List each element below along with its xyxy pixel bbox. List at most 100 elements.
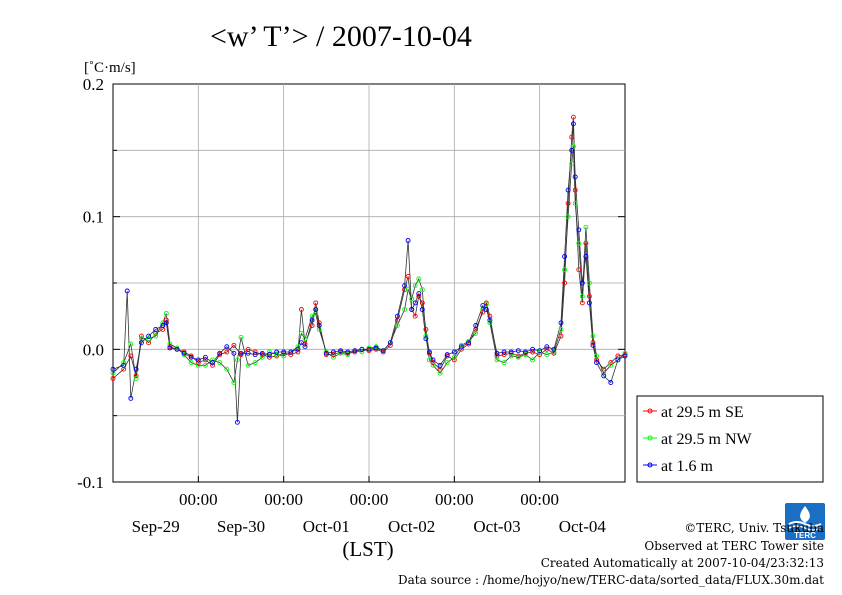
data-point [366,346,372,352]
data-point [537,348,543,354]
data-point [569,161,575,167]
data-point [466,340,472,346]
chart-title: <w’ T’> / 2007-10-04 [210,20,472,53]
data-point [522,352,528,358]
footer-source: Data source : /home/hojyo/new/TERC-data/… [398,573,824,587]
data-point [274,349,280,355]
data-point [608,362,614,368]
data-point [437,362,443,368]
data-point [128,341,134,347]
data-point [590,340,596,346]
data-point [252,349,258,355]
data-point [615,357,621,363]
data-point [323,350,329,356]
data-point [174,346,180,352]
data-point [572,187,578,193]
y-axis-unit-label: [˚C·m/s] [84,60,136,76]
data-point [202,357,208,363]
y-tick-label: -0.1 [77,473,104,492]
data-point [295,344,301,350]
series-layer [110,114,628,425]
data-point [544,346,550,352]
data-point [412,313,418,319]
data-point [345,352,351,358]
data-point [423,336,429,342]
data-point [494,357,500,363]
data-point [451,349,457,355]
day-label: Oct-03 [473,517,520,536]
data-point [313,307,319,312]
data-point [558,326,564,332]
data-point [160,323,166,328]
data-point [402,307,408,312]
data-point [338,348,344,354]
data-point [565,214,571,220]
data-point [330,349,336,355]
legend: at 29.5 m SE at 29.5 m NW at 1.6 m [636,395,824,483]
grid-lines [113,84,625,482]
logo-text: TERC [794,531,816,540]
data-point [146,336,152,342]
data-point [522,349,528,355]
y-tick-label: 0.2 [83,75,104,94]
legend-label: at 29.5 m NW [661,431,753,448]
data-point [387,342,393,348]
data-point [288,349,294,355]
data-point [579,293,585,299]
data-point [437,370,443,376]
data-point [426,349,432,355]
data-point [451,357,457,363]
data-point [234,357,240,363]
data-point [419,307,425,312]
day-label: Oct-04 [559,517,607,536]
legend-swatch-marker [647,462,653,468]
data-point [121,362,127,368]
data-point [586,293,592,299]
legend-label: at 1.6 m [661,458,714,475]
data-point [387,340,393,346]
series-line [112,123,626,423]
data-point [188,354,194,360]
data-point [562,280,568,286]
data-point [281,349,287,355]
data-point [163,317,169,323]
data-point [153,326,159,332]
data-point [451,354,457,360]
data-point [302,336,308,342]
data-point [402,283,408,289]
data-point [572,174,578,180]
day-label: Sep-29 [132,517,180,536]
data-point [133,366,139,372]
data-point [473,323,479,328]
data-point [569,134,575,140]
data-point [576,227,582,233]
data-point [570,143,576,149]
data-point [128,353,134,359]
data-point [530,357,536,363]
data-point [551,346,557,352]
data-point [412,300,418,306]
data-point [419,300,425,306]
data-point [295,349,301,355]
data-point [210,360,216,366]
data-point [570,121,576,127]
data-point [562,267,568,273]
data-point [133,376,139,381]
data-point [423,333,429,339]
data-point [359,349,365,355]
data-point [590,333,596,339]
data-point [579,300,585,306]
data-point [501,360,507,366]
x-tick-label: 00:00 [179,490,218,509]
data-point [210,357,216,363]
legend-label: at 29.5 m SE [661,404,744,421]
data-point [298,330,304,336]
legend-swatch-marker [647,408,653,414]
data-point [622,353,628,359]
data-point [558,320,564,326]
data-point [163,320,169,326]
data-point [586,300,592,306]
data-point [231,380,237,385]
data-point [163,311,169,316]
